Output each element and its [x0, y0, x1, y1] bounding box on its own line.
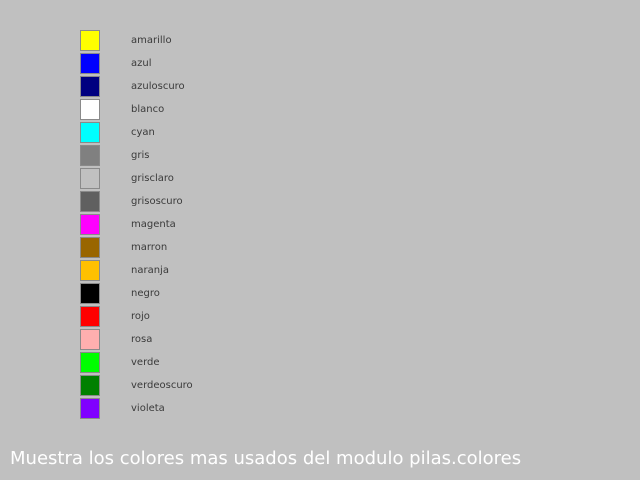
- color-label: azul: [131, 58, 152, 69]
- caption-text: Muestra los colores mas usados del modul…: [10, 448, 522, 469]
- color-row-grisclaro: grisclaro: [80, 168, 280, 191]
- color-row-azuloscuro: azuloscuro: [80, 76, 280, 99]
- color-swatch: [80, 306, 100, 327]
- color-label: rojo: [131, 311, 150, 322]
- color-swatch: [80, 53, 100, 74]
- color-row-amarillo: amarillo: [80, 30, 280, 53]
- color-swatch: [80, 398, 100, 419]
- color-row-verde: verde: [80, 352, 280, 375]
- color-swatch: [80, 145, 100, 166]
- color-label: azuloscuro: [131, 81, 185, 92]
- color-swatch: [80, 260, 100, 281]
- color-label: grisclaro: [131, 173, 174, 184]
- color-label: cyan: [131, 127, 155, 138]
- color-swatch: [80, 99, 100, 120]
- color-row-rosa: rosa: [80, 329, 280, 352]
- color-label: rosa: [131, 334, 153, 345]
- color-swatch: [80, 76, 100, 97]
- color-label: marron: [131, 242, 168, 253]
- color-swatch: [80, 214, 100, 235]
- color-label: grisoscuro: [131, 196, 183, 207]
- color-swatch: [80, 352, 100, 373]
- color-swatch: [80, 283, 100, 304]
- color-row-negro: negro: [80, 283, 280, 306]
- color-swatch: [80, 375, 100, 396]
- color-row-verdeoscuro: verdeoscuro: [80, 375, 280, 398]
- color-row-rojo: rojo: [80, 306, 280, 329]
- color-row-cyan: cyan: [80, 122, 280, 145]
- color-row-marron: marron: [80, 237, 280, 260]
- color-label: violeta: [131, 403, 165, 414]
- color-swatch: [80, 191, 100, 212]
- color-row-violeta: violeta: [80, 398, 280, 421]
- color-row-grisoscuro: grisoscuro: [80, 191, 280, 214]
- color-label: blanco: [131, 104, 165, 115]
- color-label: naranja: [131, 265, 169, 276]
- color-row-gris: gris: [80, 145, 280, 168]
- color-label: magenta: [131, 219, 176, 230]
- color-label: gris: [131, 150, 150, 161]
- color-label: negro: [131, 288, 160, 299]
- color-swatch: [80, 168, 100, 189]
- color-row-blanco: blanco: [80, 99, 280, 122]
- color-list: amarillo azul azuloscuro blanco cyan gris gris…: [80, 30, 280, 421]
- color-row-azul: azul: [80, 53, 280, 76]
- color-row-naranja: naranja: [80, 260, 280, 283]
- color-swatch: [80, 122, 100, 143]
- color-swatch: [80, 329, 100, 350]
- color-label: amarillo: [131, 35, 172, 46]
- color-swatch: [80, 237, 100, 258]
- color-label: verde: [131, 357, 160, 368]
- color-swatch: [80, 30, 100, 51]
- color-label: verdeoscuro: [131, 380, 193, 391]
- color-row-magenta: magenta: [80, 214, 280, 237]
